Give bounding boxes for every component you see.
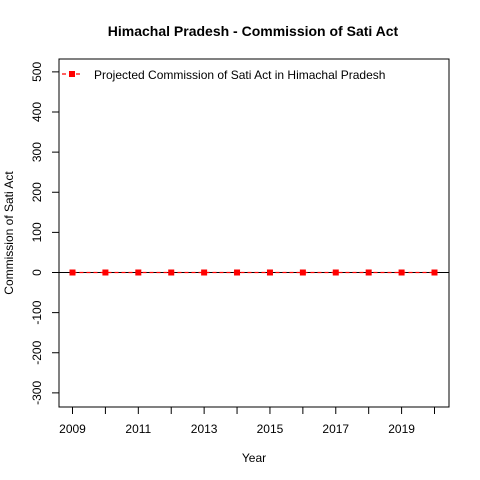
x-tick-label: 2019 (388, 422, 415, 436)
y-tick-label: 300 (30, 142, 44, 162)
x-tick-label: 2009 (59, 422, 86, 436)
data-point (135, 269, 142, 276)
y-tick-label: -100 (30, 300, 44, 324)
series-layer (69, 269, 438, 276)
data-point (201, 269, 208, 276)
x-tick-label: 2011 (125, 422, 151, 436)
data-point (266, 269, 273, 276)
x-tick-label: 2017 (322, 422, 349, 436)
y-tick-label: -200 (30, 340, 44, 364)
data-point (431, 269, 438, 276)
legend-label: Projected Commission of Sati Act in Hima… (94, 68, 385, 82)
plot-frame (58, 58, 450, 408)
y-axis: -300 -200 -100 0 100 200 300 400 500 (30, 62, 60, 405)
data-point (332, 269, 339, 276)
x-axis-title: Year (242, 451, 266, 465)
y-tick-label: -300 (30, 381, 44, 405)
y-tick-label: 400 (30, 102, 44, 122)
data-point (102, 269, 109, 276)
y-tick-label: 500 (30, 62, 44, 82)
legend-marker-swatch (69, 71, 75, 77)
y-tick-label: 200 (30, 182, 44, 202)
y-tick-label: 0 (30, 269, 44, 276)
data-point (398, 269, 405, 276)
data-point (299, 269, 306, 276)
legend: Projected Commission of Sati Act in Hima… (62, 68, 385, 82)
x-tick-label: 2013 (191, 422, 218, 436)
x-tick-label: 2015 (257, 422, 284, 436)
data-point (234, 269, 241, 276)
x-axis: 2009 2011 2013 2015 2017 2019 (59, 406, 435, 436)
data-point (69, 269, 76, 276)
y-axis-title: Commission of Sati Act (2, 171, 16, 295)
y-tick-label: 100 (30, 222, 44, 242)
data-point (365, 269, 372, 276)
data-point (168, 269, 175, 276)
chart-title: Himachal Pradesh - Commission of Sati Ac… (108, 23, 399, 39)
